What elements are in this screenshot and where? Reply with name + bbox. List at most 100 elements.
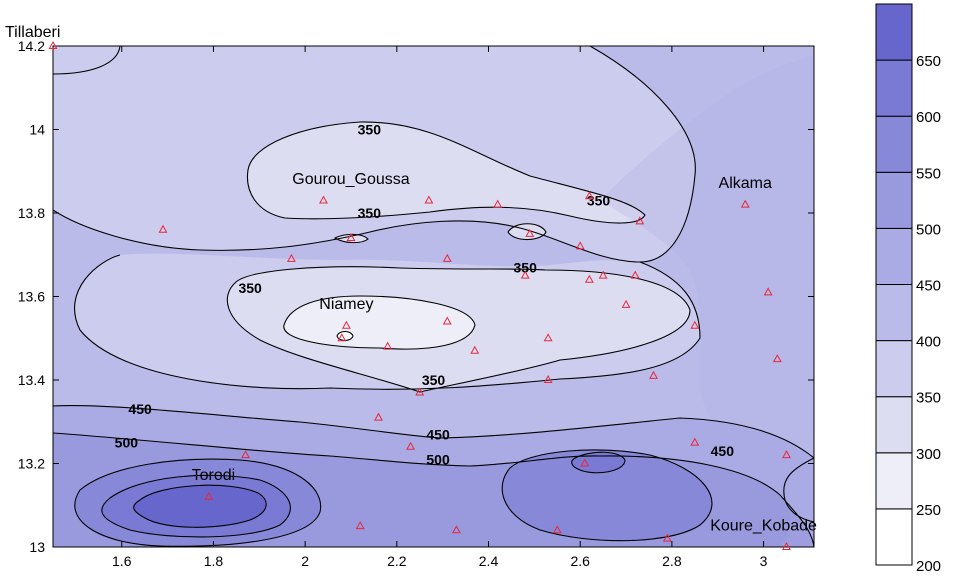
station-marker bbox=[337, 333, 347, 342]
contour-label: 450 bbox=[711, 443, 735, 459]
colorbar-level-label: 200 bbox=[916, 558, 941, 575]
contour-line bbox=[507, 223, 547, 241]
x-axis: 1.6 1.8 2 2.2 2.4 2.6 2.8 3 bbox=[112, 46, 768, 569]
y-tick-label: 13.4 bbox=[18, 372, 45, 388]
colorbar-level-label: 400 bbox=[916, 334, 941, 351]
x-tick-label: 1.8 bbox=[204, 553, 224, 569]
colorbar-swatch bbox=[875, 171, 913, 229]
contour-label: 350 bbox=[358, 122, 382, 138]
station-marker bbox=[520, 270, 530, 279]
station-marker bbox=[158, 224, 168, 233]
station-marker bbox=[649, 370, 658, 379]
place-name: Niamey bbox=[319, 296, 373, 313]
contour-line bbox=[133, 484, 267, 528]
station-marker bbox=[690, 437, 700, 446]
contour-line bbox=[333, 233, 369, 244]
contour-line bbox=[74, 254, 701, 390]
colorbar-level-label: 250 bbox=[916, 502, 941, 519]
station-marker bbox=[763, 287, 773, 296]
contour-line bbox=[53, 46, 121, 75]
place-name: Tillaberi bbox=[5, 24, 60, 41]
station-markers bbox=[48, 40, 791, 550]
colorbar-level-label: 500 bbox=[916, 221, 941, 238]
contour-label: 350 bbox=[587, 192, 611, 208]
colorbar-swatch bbox=[875, 340, 913, 398]
place-name: Torodi bbox=[192, 467, 236, 484]
fill-band-600-650-east bbox=[571, 452, 625, 473]
contour-line bbox=[571, 451, 626, 474]
station-marker bbox=[782, 450, 791, 459]
station-marker bbox=[690, 320, 700, 329]
y-tick-label: 14 bbox=[29, 122, 45, 138]
station-marker bbox=[341, 320, 351, 329]
station-marker bbox=[442, 253, 452, 262]
colorbar-level-label: 650 bbox=[916, 53, 941, 70]
station-marker bbox=[740, 199, 750, 208]
contour-fills bbox=[53, 46, 814, 547]
colorbar-swatch bbox=[875, 452, 913, 510]
contour-line bbox=[501, 449, 713, 542]
station-marker bbox=[451, 525, 461, 534]
contour-line bbox=[53, 209, 641, 263]
colorbar-swatch bbox=[875, 3, 913, 61]
place-name: Gourou_Goussa bbox=[292, 171, 410, 188]
y-tick-label: 13.6 bbox=[18, 289, 45, 305]
contour-line bbox=[101, 474, 291, 538]
colorbar-level-label: 300 bbox=[916, 446, 941, 463]
contour-label: 350 bbox=[422, 372, 446, 388]
y-tick-label: 14.2 bbox=[18, 38, 45, 54]
colorbar-swatch bbox=[875, 115, 913, 173]
station-marker bbox=[552, 525, 562, 534]
colorbar-swatch bbox=[875, 227, 913, 285]
colorbar-swatch bbox=[875, 508, 913, 566]
contour-label: 500 bbox=[115, 435, 139, 451]
station-marker bbox=[662, 533, 672, 542]
station-marker bbox=[543, 333, 553, 342]
x-tick-label: 2.6 bbox=[570, 553, 590, 569]
colorbar-level-label: 600 bbox=[916, 109, 941, 126]
station-marker bbox=[772, 354, 782, 363]
station-marker bbox=[319, 195, 328, 204]
station-marker bbox=[575, 241, 585, 250]
colorbar-swatch bbox=[875, 284, 913, 342]
station-marker bbox=[621, 299, 631, 308]
fill-band-300-350-gourou bbox=[247, 121, 645, 224]
colorbar-level-label: 550 bbox=[916, 165, 941, 182]
station-marker bbox=[48, 40, 58, 49]
station-marker bbox=[630, 270, 640, 279]
station-marker bbox=[355, 521, 365, 530]
station-marker bbox=[543, 374, 553, 383]
x-tick-label: 3 bbox=[760, 553, 768, 569]
station-marker bbox=[782, 541, 791, 550]
contour-line bbox=[53, 405, 814, 459]
station-marker bbox=[241, 450, 250, 459]
y-tick-label: 13 bbox=[29, 539, 45, 555]
station-marker bbox=[470, 345, 480, 354]
station-marker bbox=[493, 199, 503, 208]
fill-band-550-600-east bbox=[502, 449, 712, 541]
contour-label: 450 bbox=[426, 426, 450, 442]
station-marker bbox=[204, 491, 214, 500]
contour-line bbox=[283, 295, 476, 350]
station-marker bbox=[424, 195, 434, 204]
place-names: Tillaberi Gourou_Goussa Alkama Niamey Torodi… bbox=[5, 24, 817, 534]
fill-band-650-700-torodi bbox=[133, 485, 267, 528]
fill-band-250-300-niamey bbox=[283, 296, 475, 350]
colorbar-legend: 200 250 300 350 400 450 500 550 600 650 bbox=[875, 3, 941, 575]
contour-line bbox=[226, 266, 691, 393]
station-marker bbox=[584, 274, 594, 283]
station-marker bbox=[346, 233, 356, 242]
plot-area: 1.6 1.8 2 2.2 2.4 2.6 2.8 3 1313.213.413.613.81… bbox=[5, 24, 817, 569]
y-tick-label: 13.2 bbox=[18, 456, 45, 472]
contour-label: 350 bbox=[238, 280, 262, 296]
fill-east-shade bbox=[600, 55, 814, 547]
x-tick-label: 2.4 bbox=[479, 553, 499, 569]
contour-line bbox=[589, 46, 696, 263]
fill-small-3 bbox=[337, 331, 353, 341]
colorbar-swatch bbox=[875, 59, 913, 117]
station-marker bbox=[580, 458, 590, 467]
fill-band-350-400-tillaberi bbox=[53, 46, 120, 74]
colorbar-level-label: 350 bbox=[916, 390, 941, 407]
station-marker bbox=[442, 316, 452, 325]
y-tick-label: 13.8 bbox=[18, 205, 45, 221]
